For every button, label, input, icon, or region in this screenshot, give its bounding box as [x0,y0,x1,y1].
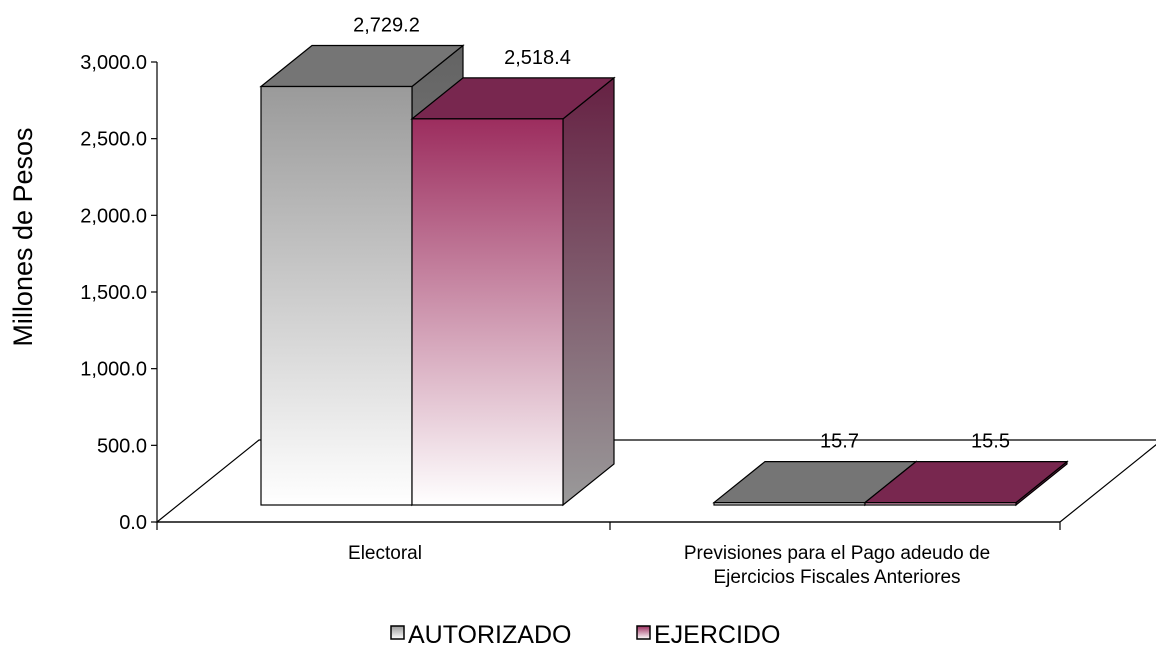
y-tick-label: 2,000.0 [80,205,147,227]
data-label: 15.5 [971,431,1010,453]
y-axis-title: Millones de Pesos [8,127,38,346]
y-tick-label: 1,000.0 [80,359,147,381]
legend-label: EJERCIDO [654,621,780,647]
x-category-label: Previsiones para el Pago adeudo de [684,543,990,564]
bar-side-ejercido [562,76,615,507]
legend-item-ejercido: EJERCIDO [636,621,780,649]
x-category-label: Electoral [348,543,422,564]
data-label: 15.7 [820,431,859,453]
data-label: 2,729.2 [353,15,420,37]
y-tick-label: 500.0 [97,435,147,457]
bar-autorizado [713,501,866,506]
legend-swatch-autorizado [390,625,405,640]
y-tick-label: 1,500.0 [80,282,147,304]
y-tick-label: 2,500.0 [80,129,147,151]
data-label: 2,518.4 [504,47,571,69]
bar-ejercido [411,118,564,506]
legend: AUTORIZADO EJERCIDO [390,621,780,649]
legend-swatch-ejercido [636,625,651,640]
y-tick-label: 3,000.0 [80,52,147,74]
bar-ejercido [864,502,1017,506]
legend-label: AUTORIZADO [408,621,571,647]
x-category-label: Ejercicios Fiscales Anteriores [713,567,960,588]
bar-autorizado [260,85,413,506]
y-tick-label: 0.0 [119,512,147,534]
legend-item-autorizado: AUTORIZADO [390,621,571,649]
